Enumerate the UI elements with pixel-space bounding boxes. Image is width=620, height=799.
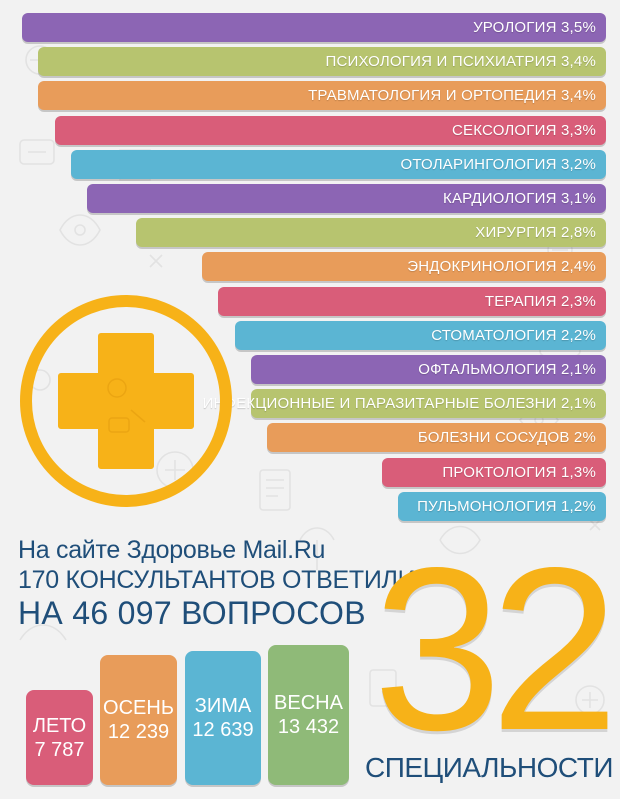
bar-13: БОЛЕЗНИ СОСУДОВ 2% xyxy=(267,423,606,453)
bar-label: БОЛЕЗНИ СОСУДОВ 2% xyxy=(417,429,596,447)
season-name: ЗИМА xyxy=(194,695,252,718)
bar-label: ПУЛЬМОНОЛОГИЯ 1,2% xyxy=(417,497,596,515)
bar-label: ПРОКТОЛОГИЯ 1,3% xyxy=(442,463,596,481)
season-value: 12 239 xyxy=(107,720,170,743)
bar-2: ПСИХОЛОГИЯ И ПСИХИАТРИЯ 3,4% xyxy=(38,47,606,77)
bar-label: ОТОЛАРИНГОЛОГИЯ 3,2% xyxy=(400,155,596,173)
bar-label: ТРАВМАТОЛОГИЯ И ОРТОПЕДИЯ 3,4% xyxy=(308,87,596,105)
bar-10: СТОМАТОЛОГИЯ 2,2% xyxy=(234,320,606,350)
bar-7: ХИРУРГИЯ 2,8% xyxy=(136,218,606,248)
season-box: ВЕСНА 13 432 xyxy=(268,645,349,785)
bar-6: КАРДИОЛОГИЯ 3,1% xyxy=(87,184,606,213)
bar-label: УРОЛОГИЯ 3,5% xyxy=(473,19,596,36)
bar-11: ОФТАЛЬМОЛОГИЯ 2,1% xyxy=(250,355,606,384)
bar-label: ПСИХОЛОГИЯ И ПСИХИАТРИЯ 3,4% xyxy=(325,53,596,71)
season-box: ОСЕНЬ 12 239 xyxy=(100,654,177,785)
bar-label: СЕКСОЛОГИЯ 3,3% xyxy=(451,121,596,139)
headline-site: На сайте Здоровье Mail.Ru xyxy=(18,536,326,564)
headline-questions: НА 46 097 ВОПРОСОВ xyxy=(18,595,366,631)
season-value: 7 787 xyxy=(34,738,85,761)
bar-label: КАРДИОЛОГИЯ 3,1% xyxy=(443,190,596,207)
season-value: 13 432 xyxy=(277,716,340,738)
specialties-count: 32 xyxy=(372,520,619,779)
season-name: ОСЕНЬ xyxy=(103,696,174,719)
bar-14: ПРОКТОЛОГИЯ 1,3% xyxy=(381,457,606,487)
bar-9: ТЕРАПИЯ 2,3% xyxy=(218,286,606,316)
bar-label: ИНФЕКЦИОННЫЕ И ПАРАЗИТАРНЫЕ БОЛЕЗНИ 2,1% xyxy=(202,395,596,413)
bar-12: ИНФЕКЦИОННЫЕ И ПАРАЗИТАРНЫЕ БОЛЕЗНИ 2,1% xyxy=(202,389,606,419)
season-value: 12 639 xyxy=(192,719,254,742)
bar-label: ЭНДОКРИНОЛОГИЯ 2,4% xyxy=(407,258,596,276)
headline-consultants: 170 КОНСУЛЬТАНТОВ ОТВЕТИЛИ xyxy=(18,566,416,594)
season-name: ЛЕТО xyxy=(32,714,87,737)
specialties-caption: СПЕЦИАЛЬНОСТИ xyxy=(365,752,613,783)
bar-1: УРОЛОГИЯ 3,5% xyxy=(22,13,606,42)
medical-cross-icon xyxy=(20,295,232,507)
season-box: ЗИМА 12 639 xyxy=(185,651,261,785)
bar-label: СТОМАТОЛОГИЯ 2,2% xyxy=(431,326,596,344)
bar-3: ТРАВМАТОЛОГИЯ И ОРТОПЕДИЯ 3,4% xyxy=(38,81,606,111)
bar-5: ОТОЛАРИНГОЛОГИЯ 3,2% xyxy=(71,149,606,179)
season-name: ВЕСНА xyxy=(274,692,343,714)
bar-15: ПУЛЬМОНОЛОГИЯ 1,2% xyxy=(398,491,606,521)
bar-8: ЭНДОКРИНОЛОГИЯ 2,4% xyxy=(201,252,606,282)
bar-label: ХИРУРГИЯ 2,8% xyxy=(475,224,596,242)
bar-4: СЕКСОЛОГИЯ 3,3% xyxy=(54,115,606,145)
season-box: ЛЕТО 7 787 xyxy=(26,690,93,785)
bar-label: ОФТАЛЬМОЛОГИЯ 2,1% xyxy=(418,361,596,378)
bar-label: ТЕРАПИЯ 2,3% xyxy=(484,292,596,310)
